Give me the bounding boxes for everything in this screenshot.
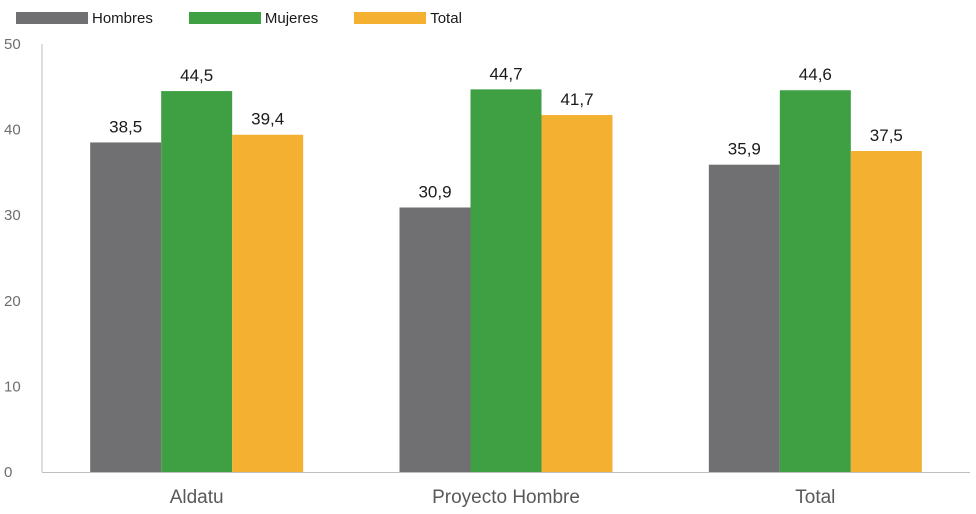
legend-item-mujeres: Mujeres [188,9,319,27]
legend-swatch-hombres [16,12,88,24]
legend-swatch-mujeres [188,12,261,24]
bar-total-proyecto-hombre [541,115,613,472]
y-tick-label: 0 [4,464,12,481]
data-label: 37,5 [870,126,903,145]
data-label: 44,7 [489,64,522,83]
bar-hombres-aldatu [90,142,162,472]
x-category-label: Aldatu [170,487,224,508]
chart-legend: Hombres Mujeres Total [16,7,498,29]
y-tick-label: 30 [4,207,21,224]
bar-mujeres-proyecto-hombre [470,89,542,473]
data-label: 41,7 [560,90,593,109]
data-label: 30,9 [418,182,451,201]
legend-label-total: Total [430,9,462,27]
data-label: 44,5 [180,66,213,85]
y-tick-label: 10 [4,378,21,395]
legend-item-hombres: Hombres [16,10,153,27]
y-tick-label: 20 [4,293,21,310]
data-label: 44,6 [799,65,832,84]
legend-swatch-total [354,12,427,24]
data-label: 38,5 [109,117,142,136]
x-category-label: Proyecto Hombre [432,487,580,508]
data-label: 39,4 [251,110,284,129]
data-label: 35,9 [728,140,761,159]
bar-total-total [850,151,922,472]
y-tick-label: 50 [4,36,21,53]
x-category-label: Total [795,487,835,508]
bar-mujeres-total [779,90,851,472]
legend-label-hombres: Hombres [92,9,153,27]
bar-mujeres-aldatu [161,91,233,472]
y-tick-label: 40 [4,122,21,139]
legend-item-total: Total [354,10,462,27]
bar-total-aldatu [232,134,304,472]
bar-hombres-total [708,164,780,473]
legend-label-mujeres: Mujeres [264,9,319,27]
bar-hombres-proyecto-hombre [399,207,471,472]
